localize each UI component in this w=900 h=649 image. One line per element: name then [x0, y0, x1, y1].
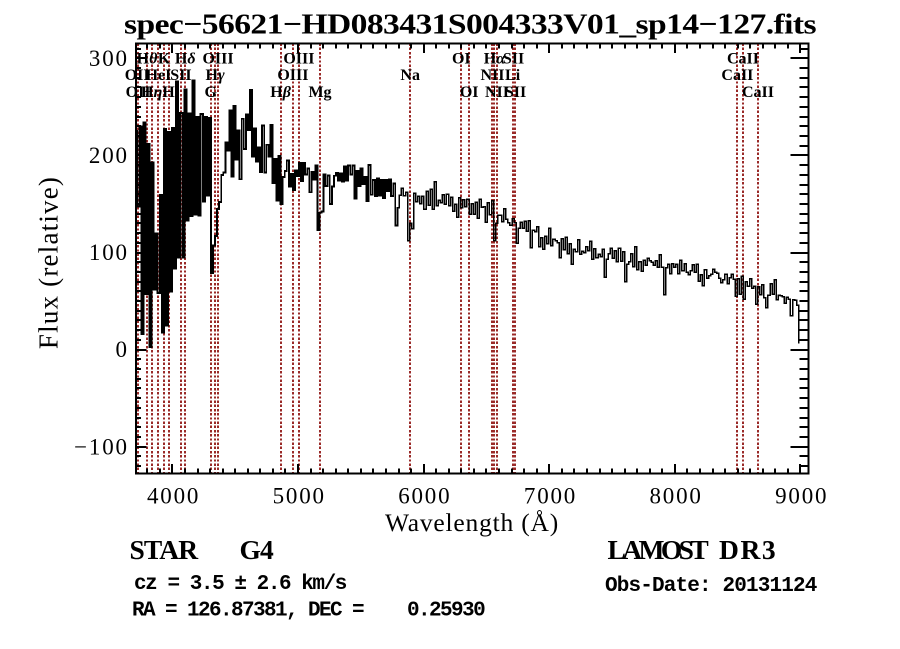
svg-text:OI: OI — [460, 84, 479, 101]
svg-text:Hθ: Hθ — [137, 51, 158, 68]
svg-text:Obs-Date: 20131124: Obs-Date: 20131124 — [605, 575, 817, 598]
svg-text:G4: G4 — [240, 534, 274, 565]
svg-text:5000: 5000 — [273, 484, 326, 509]
svg-text:SII: SII — [505, 84, 526, 101]
svg-text:NII: NII — [480, 67, 504, 84]
svg-text:OII: OII — [125, 67, 150, 84]
svg-text:300: 300 — [89, 46, 129, 71]
svg-text:Wavelength (Å): Wavelength (Å) — [385, 508, 559, 537]
svg-text:CaII: CaII — [727, 51, 759, 68]
svg-text:Hβ: Hβ — [270, 84, 291, 101]
svg-text:OIII: OIII — [283, 51, 314, 68]
svg-text:Hγ: Hγ — [206, 67, 225, 84]
svg-text:CaII: CaII — [742, 84, 774, 101]
svg-text:G: G — [204, 84, 217, 101]
svg-text:7000: 7000 — [524, 484, 577, 509]
svg-text:200: 200 — [89, 143, 129, 168]
svg-text:HeI: HeI — [146, 67, 172, 84]
svg-text:NII: NII — [485, 84, 509, 101]
svg-text:Li: Li — [505, 67, 521, 84]
svg-text:spec−56621−HD083431S004333V01_: spec−56621−HD083431S004333V01_sp14−127.f… — [124, 9, 816, 41]
svg-text:8000: 8000 — [649, 484, 702, 509]
svg-text:Mg: Mg — [308, 84, 331, 101]
svg-text:SII: SII — [503, 51, 524, 68]
svg-text:LAMOST: LAMOST — [608, 534, 709, 565]
svg-text:K: K — [158, 51, 171, 68]
svg-text:Hη: Hη — [141, 84, 162, 101]
svg-text:RA = 126.87381, DEC = 0.259: RA = 126.87381, DEC = 0.25930 — [132, 600, 485, 623]
svg-text:0: 0 — [115, 337, 128, 362]
svg-text:4000: 4000 — [147, 484, 200, 509]
svg-text:OIII: OIII — [277, 67, 308, 84]
svg-text:STAR: STAR — [130, 534, 200, 565]
svg-text:cz = 3.5 ± 2.6 km/s: cz = 3.5 ± 2.6 km/s — [134, 573, 347, 596]
svg-text:DR3: DR3 — [719, 534, 777, 565]
svg-text:OI: OI — [452, 51, 471, 68]
svg-text:CaII: CaII — [721, 67, 753, 84]
svg-text:Flux (relative): Flux (relative) — [34, 176, 64, 349]
svg-text:6000: 6000 — [398, 484, 451, 509]
svg-text:H: H — [162, 84, 175, 101]
svg-text:Na: Na — [400, 67, 420, 84]
svg-text:−100: −100 — [74, 434, 129, 459]
svg-text:OII: OII — [126, 84, 151, 101]
svg-text:9000: 9000 — [775, 484, 828, 509]
svg-text:OIII: OIII — [202, 51, 233, 68]
svg-text:Hδ: Hδ — [175, 51, 196, 68]
svg-text:Hα: Hα — [484, 51, 506, 68]
svg-text:SII: SII — [170, 67, 191, 84]
svg-text:100: 100 — [89, 240, 129, 265]
